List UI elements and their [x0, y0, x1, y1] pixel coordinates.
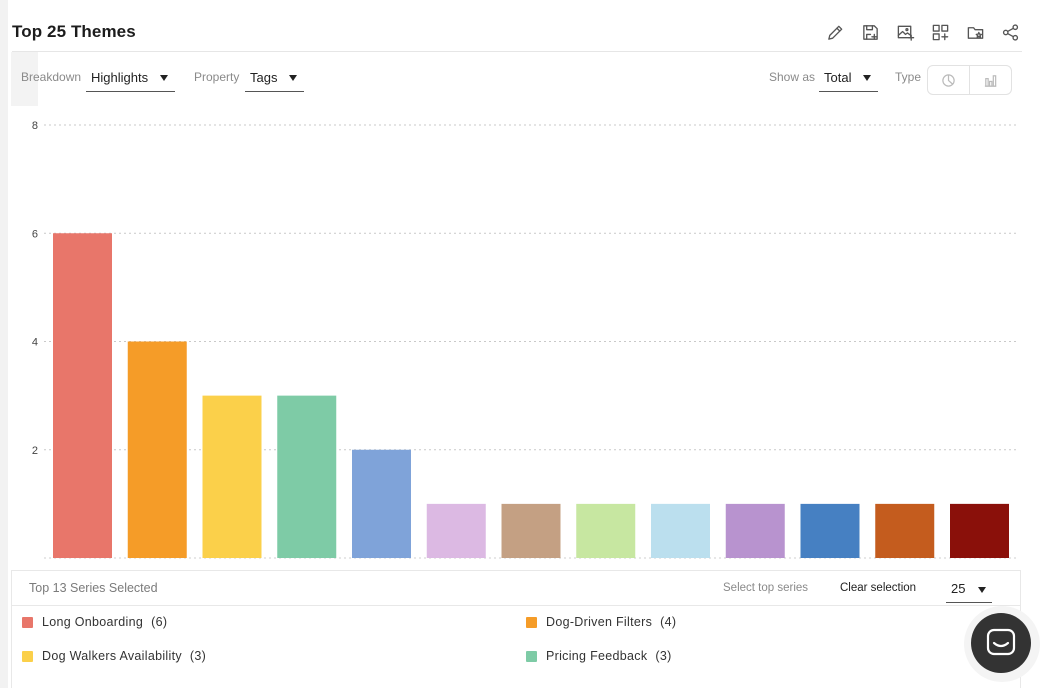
chart-bar[interactable]	[651, 503, 710, 558]
y-tick-label: 4	[32, 337, 38, 349]
chart-controls: Breakdown Highlights Property Tags Show …	[12, 60, 1022, 96]
legend-item-label: Long Onboarding	[42, 615, 144, 629]
show-as-select[interactable]: Total	[819, 62, 878, 92]
top-series-count-value: 25	[951, 581, 966, 596]
chart-type-toggle	[927, 65, 1012, 95]
legend-header: Top 13 Series Selected Select top series…	[12, 571, 1020, 606]
chart-bar[interactable]	[352, 449, 411, 558]
left-edge-block	[11, 52, 38, 106]
legend-item-count: (6)	[151, 615, 168, 629]
show-as-value: Total	[824, 70, 852, 85]
chart-bar[interactable]	[576, 503, 636, 558]
legend-item-label: Dog-Driven Filters	[546, 615, 653, 629]
legend-item[interactable]: Pricing Feedback (3)	[526, 649, 672, 663]
series-legend-panel: Top 13 Series Selected Select top series…	[11, 570, 1021, 688]
pencil-icon	[827, 25, 842, 40]
clear-selection-button[interactable]: Clear selection	[840, 582, 917, 594]
chevron-down-icon	[289, 75, 297, 81]
save-button[interactable]	[860, 22, 880, 42]
legend-swatch	[526, 616, 537, 628]
save-icon	[862, 24, 878, 40]
chart-bar[interactable]	[501, 503, 561, 558]
chart-bar[interactable]	[53, 233, 112, 558]
chart-bar[interactable]	[950, 503, 1009, 558]
legend-item[interactable]: Dog Walkers Availability (3)	[22, 649, 206, 663]
bar-chart-icon	[984, 74, 997, 87]
legend-swatch	[526, 650, 537, 662]
legend-item-count: (3)	[655, 649, 672, 663]
legend-item[interactable]: Dog-Driven Filters (4)	[526, 615, 676, 629]
legend-item-label: Dog Walkers Availability	[42, 649, 182, 663]
property-label: Property	[194, 70, 240, 84]
chevron-down-icon	[978, 587, 986, 593]
chart-bar[interactable]	[277, 395, 337, 558]
chat-icon	[986, 628, 1016, 656]
legend-item-label: Pricing Feedback	[546, 649, 648, 663]
image-add-icon	[897, 25, 914, 41]
save-to-folder-button[interactable]	[965, 22, 985, 42]
y-tick-label: 2	[32, 445, 38, 457]
breakdown-select[interactable]: Highlights	[86, 62, 175, 92]
legend-swatch	[22, 616, 33, 628]
y-tick-label: 6	[32, 228, 38, 240]
chart-bar[interactable]	[127, 341, 187, 559]
pie-chart-type-button[interactable]	[928, 66, 969, 94]
breakdown-label: Breakdown	[21, 70, 82, 84]
bar-chart: 2 4 6 8	[32, 120, 1016, 559]
show-as-label: Show as	[769, 70, 816, 84]
breakdown-value: Highlights	[91, 70, 149, 85]
chart-bar[interactable]	[875, 503, 935, 558]
chart-bar[interactable]	[725, 503, 785, 558]
chart-bar[interactable]	[202, 395, 262, 558]
property-value: Tags	[250, 70, 278, 85]
edit-button[interactable]	[825, 22, 845, 42]
chevron-down-icon	[863, 75, 871, 81]
chat-launcher-halo	[964, 606, 1040, 682]
series-selected-count: Top 13 Series Selected	[29, 581, 158, 595]
chart-bar[interactable]	[426, 503, 486, 558]
legend-item[interactable]: Long Onboarding (6)	[22, 615, 167, 629]
chevron-down-icon	[160, 75, 168, 81]
share-icon	[1002, 23, 1018, 41]
dashboard-add-icon	[932, 24, 948, 40]
pie-chart-icon	[942, 73, 955, 87]
left-edge-strip	[0, 0, 8, 688]
legend-swatch	[22, 650, 33, 662]
chat-launcher-button[interactable]	[971, 613, 1031, 673]
report-header: Top 25 Themes	[12, 20, 1022, 52]
legend-item-count: (4)	[660, 615, 677, 629]
bar-chart-type-button[interactable]	[969, 66, 1011, 94]
chart-bar[interactable]	[800, 503, 860, 558]
add-image-button[interactable]	[895, 22, 915, 42]
type-label: Type	[895, 70, 922, 84]
share-button[interactable]	[1000, 22, 1020, 42]
top-series-count-select[interactable]: 25	[946, 573, 992, 603]
add-to-dashboard-button[interactable]	[930, 22, 950, 42]
legend-item-count: (3)	[189, 649, 207, 663]
select-top-series-label: Select top series	[723, 582, 809, 594]
page-title: Top 25 Themes	[12, 22, 136, 41]
property-select[interactable]: Tags	[245, 62, 304, 92]
y-tick-label: 8	[32, 120, 38, 132]
folder-star-icon	[967, 26, 983, 39]
toolbar	[825, 22, 1020, 42]
